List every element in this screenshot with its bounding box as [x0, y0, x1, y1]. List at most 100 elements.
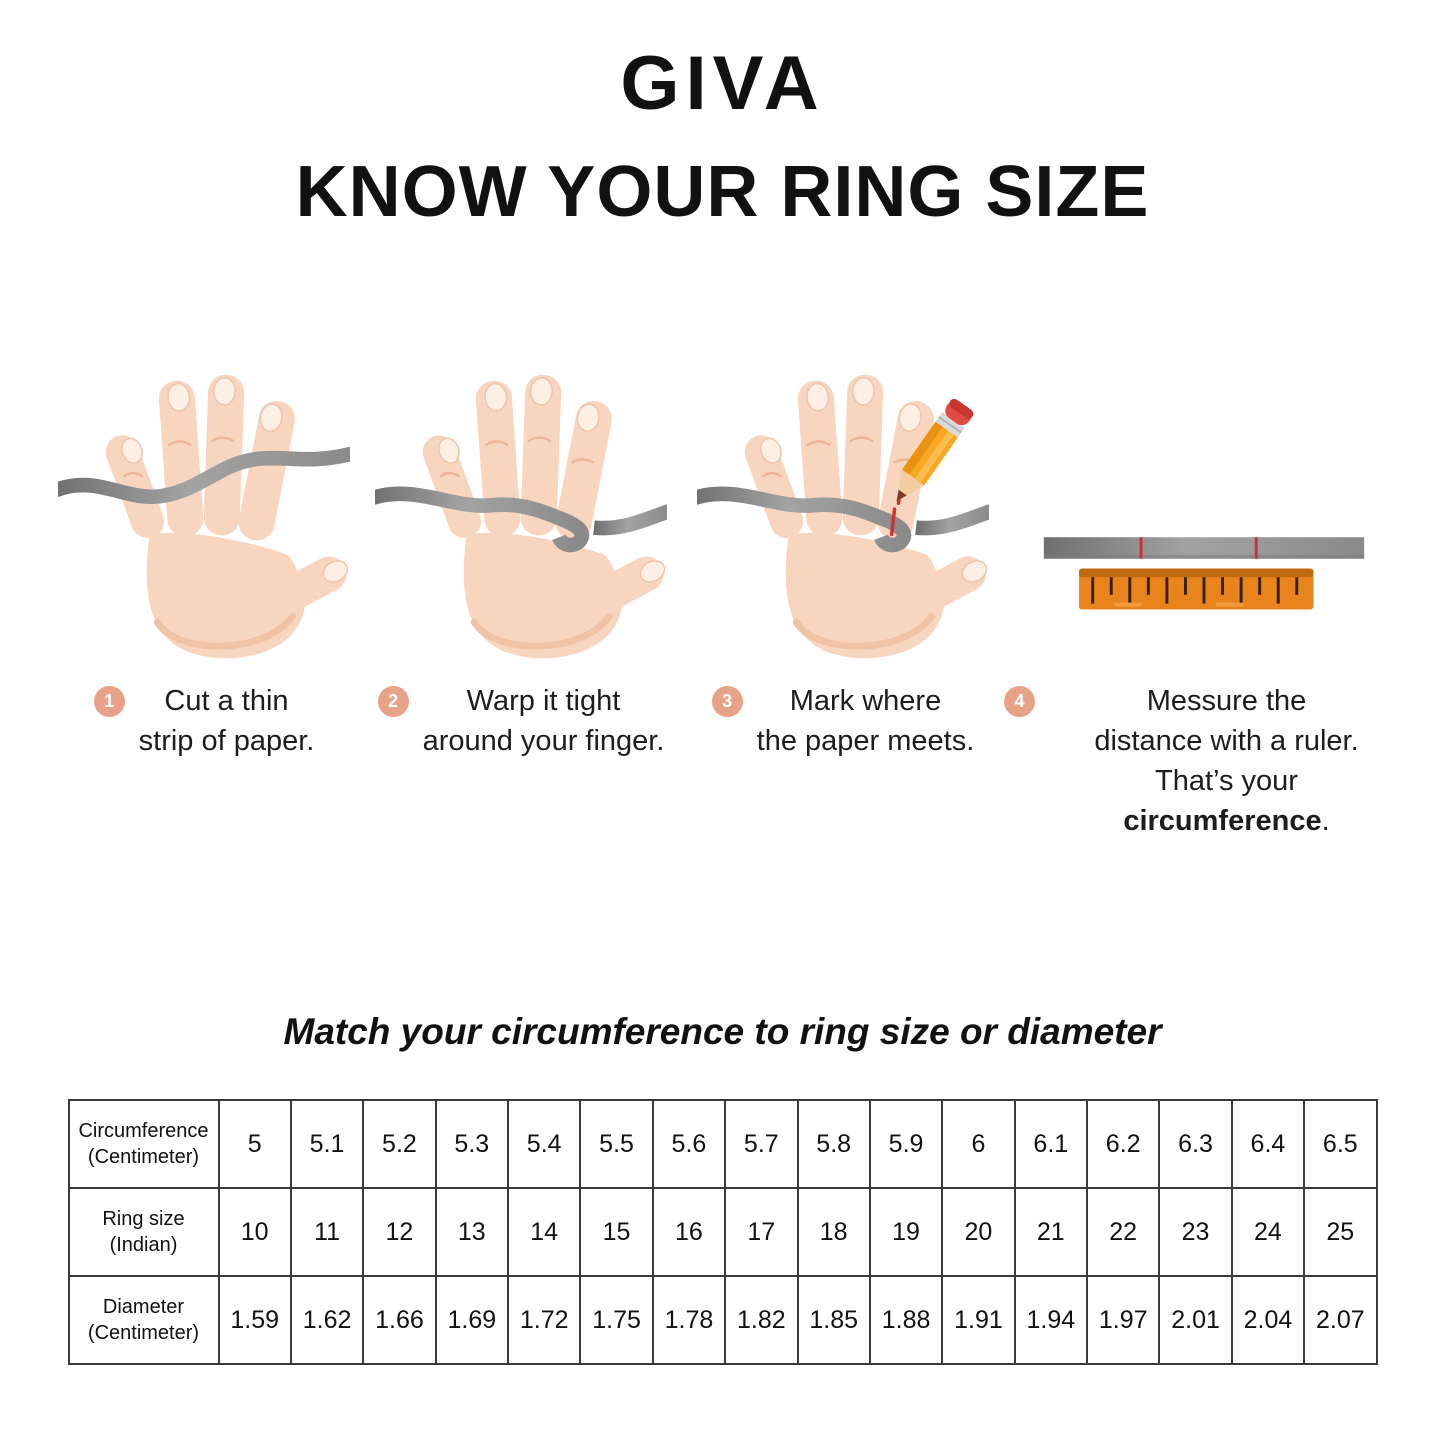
diameter-cell: 1.72: [506, 1275, 582, 1366]
hand-with-pencil-mark-icon: [697, 367, 989, 659]
step-3-line-2: the paper meets.: [756, 725, 975, 758]
row-header-ring-size: Ring size (Indian): [67, 1187, 220, 1278]
ring-size-cell: 10: [217, 1187, 292, 1278]
step-3-text: Mark where the paper meets.: [757, 681, 975, 761]
hand-with-paper-strip-icon: [58, 367, 350, 659]
step-3-line-1: Mark where: [789, 685, 942, 717]
circumference-cell: 5: [217, 1099, 292, 1190]
circumference-cell: 5.6: [651, 1099, 727, 1190]
step-2: 2 Warp it tight around your finger.: [360, 359, 682, 841]
step-4-caption: 4 Messure the distance with a ruler. Tha…: [1004, 681, 1404, 841]
step-3-caption: 3 Mark where the paper meets.: [682, 681, 1004, 761]
diameter-cell: 1.66: [362, 1275, 437, 1366]
ring-size-cell: 19: [868, 1187, 944, 1278]
circumference-cell: 6.1: [1013, 1099, 1089, 1190]
diameter-cell: 1.62: [289, 1275, 365, 1366]
diameter-cell: 1.97: [1085, 1275, 1161, 1366]
diameter-cell: 1.88: [868, 1275, 944, 1366]
ring-size-cell: 15: [579, 1187, 654, 1278]
step-1-illustration: [48, 359, 360, 659]
step-2-caption: 2 Warp it tight around your finger.: [360, 681, 682, 761]
pencil-icon: [896, 398, 974, 502]
step-1-caption: 1 Cut a thin strip of paper.: [48, 681, 360, 761]
ring-size-cell: 22: [1085, 1187, 1161, 1278]
step-1-number-badge: 1: [93, 686, 125, 717]
step-1: 1 Cut a thin strip of paper.: [48, 359, 360, 841]
diameter-cell: 2.01: [1158, 1275, 1233, 1366]
step-4-text: Messure the distance with a ruler. That’…: [1049, 681, 1404, 841]
ring-size-cell: 18: [796, 1187, 871, 1278]
ring-size-table: Circumference (Centimeter) 5 5.1 5.2 5.3 …: [67, 1099, 1378, 1366]
circumference-cell: 5.5: [579, 1099, 654, 1190]
step-4-line-2: distance with a ruler.: [1094, 725, 1359, 758]
steps-section: 1 Cut a thin strip of paper. 2 Warp it t…: [48, 359, 1445, 841]
step-4-line-3-bold: circumference: [1123, 805, 1322, 838]
header: GIVA KNOW YOUR RING SIZE: [0, 0, 1445, 233]
diameter-cell: 1.69: [434, 1275, 510, 1366]
row-header-line: (Centimeter): [87, 1146, 200, 1169]
step-4-line-3-suffix: .: [1321, 805, 1330, 838]
hand-with-wrapped-strip-icon: [375, 367, 667, 659]
diameter-cell: 1.75: [579, 1275, 654, 1366]
step-3: 3 Mark where the paper meets.: [682, 359, 1004, 841]
ring-size-cell: 16: [651, 1187, 727, 1278]
ring-size-cell: 11: [289, 1187, 365, 1278]
step-2-text: Warp it tight around your finger.: [423, 681, 665, 761]
circumference-cell: 5.1: [289, 1099, 365, 1190]
row-header-line: Diameter: [102, 1296, 185, 1319]
ring-size-cell: 12: [362, 1187, 437, 1278]
ring-size-cell: 24: [1230, 1187, 1306, 1278]
ring-size-cell: 23: [1158, 1187, 1233, 1278]
brand-logo: GIVA: [620, 41, 825, 126]
step-2-line-1: Warp it tight: [466, 685, 621, 717]
circumference-cell: 5.4: [506, 1099, 582, 1190]
diameter-cell: 2.04: [1230, 1275, 1306, 1366]
row-header-circumference: Circumference (Centimeter): [67, 1099, 220, 1190]
ruler-icon: [1043, 537, 1365, 610]
circumference-cell: 6: [941, 1099, 1016, 1190]
diameter-cell: 1.78: [651, 1275, 727, 1366]
step-1-text: Cut a thin strip of paper.: [139, 681, 315, 761]
ring-size-cell: 20: [941, 1187, 1016, 1278]
step-4-line-1: Messure the: [1146, 685, 1307, 717]
row-header-diameter: Diameter (Centimeter): [67, 1275, 220, 1366]
table-row-ring-size: Ring size (Indian) 10 11 12 13 14 15 16 1…: [67, 1187, 1378, 1278]
circumference-cell: 5.8: [796, 1099, 871, 1190]
table-row-diameter: Diameter (Centimeter) 1.59 1.62 1.66 1.69…: [67, 1275, 1378, 1366]
ring-size-cell: 14: [506, 1187, 582, 1278]
diameter-cell: 1.94: [1013, 1275, 1089, 1366]
step-2-line-2: around your finger.: [422, 725, 665, 758]
row-header-line: (Centimeter): [87, 1322, 200, 1345]
page-title: KNOW YOUR RING SIZE: [295, 152, 1150, 232]
step-2-illustration: [360, 359, 682, 659]
row-header-line: Circumference: [78, 1120, 209, 1143]
circumference-cell: 6.2: [1085, 1099, 1161, 1190]
ring-size-cell: 17: [724, 1187, 799, 1278]
match-heading: Match your circumference to ring size or…: [283, 1011, 1162, 1053]
circumference-cell: 6.3: [1158, 1099, 1233, 1190]
row-header-line: Ring size: [102, 1208, 185, 1231]
step-4-line-3: That’s your circumference.: [1049, 761, 1404, 841]
ring-size-cell: 25: [1303, 1187, 1378, 1278]
step-1-line-1: Cut a thin: [164, 685, 289, 717]
circumference-cell: 5.9: [868, 1099, 944, 1190]
circumference-cell: 5.3: [434, 1099, 510, 1190]
diameter-cell: 1.85: [796, 1275, 871, 1366]
step-3-number-badge: 3: [711, 686, 743, 717]
circumference-cell: 6.4: [1230, 1099, 1306, 1190]
circumference-cell: 6.5: [1303, 1099, 1378, 1190]
step-3-illustration: [682, 359, 1004, 659]
diameter-cell: 1.91: [941, 1275, 1016, 1366]
circumference-cell: 5.7: [724, 1099, 799, 1190]
step-4: 4 Messure the distance with a ruler. Tha…: [1004, 359, 1404, 841]
circumference-cell: 5.2: [362, 1099, 437, 1190]
diameter-cell: 1.82: [724, 1275, 799, 1366]
table-row-circumference: Circumference (Centimeter) 5 5.1 5.2 5.3 …: [67, 1099, 1378, 1190]
diameter-cell: 1.59: [217, 1275, 292, 1366]
step-4-line-3-prefix: That’s your: [1155, 765, 1298, 798]
ring-size-cell: 21: [1013, 1187, 1089, 1278]
step-4-number-badge: 4: [1004, 686, 1035, 717]
ring-size-cell: 13: [434, 1187, 510, 1278]
diameter-cell: 2.07: [1303, 1275, 1378, 1366]
